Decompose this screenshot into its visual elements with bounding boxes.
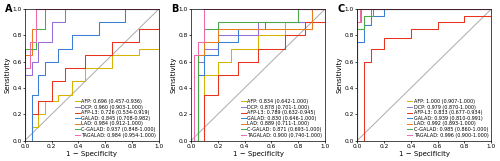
Y-axis label: Sensitivity: Sensitivity [4, 57, 10, 93]
Y-axis label: Sensitivity: Sensitivity [336, 57, 342, 93]
X-axis label: 1 − Specificity: 1 − Specificity [398, 151, 450, 157]
Legend: AFP: 0.834 (0.642-1.000), DCP: 0.878 (0.701-1.000), AFP-L3: 0.789 (0.632-0.945),: AFP: 0.834 (0.642-1.000), DCP: 0.878 (0.… [240, 99, 322, 138]
X-axis label: 1 − Specificity: 1 − Specificity [66, 151, 118, 157]
Legend: AFP: 1.000 (0.907-1.000), DCP: 0.979 (0.870-1.000), AFP-L3: 0.833 (0.677-0.934),: AFP: 1.000 (0.907-1.000), DCP: 0.979 (0.… [406, 99, 489, 138]
Legend: AFP: 0.696 (0.457-0.936), DCP: 0.960 (0.903-1.000), AFP-L3: 0.726 (0.534-0.919),: AFP: 0.696 (0.457-0.936), DCP: 0.960 (0.… [74, 99, 156, 138]
Text: C: C [337, 4, 344, 14]
Text: B: B [171, 4, 178, 14]
X-axis label: 1 − Specificity: 1 − Specificity [232, 151, 283, 157]
Text: A: A [4, 4, 12, 14]
Y-axis label: Sensitivity: Sensitivity [170, 57, 176, 93]
